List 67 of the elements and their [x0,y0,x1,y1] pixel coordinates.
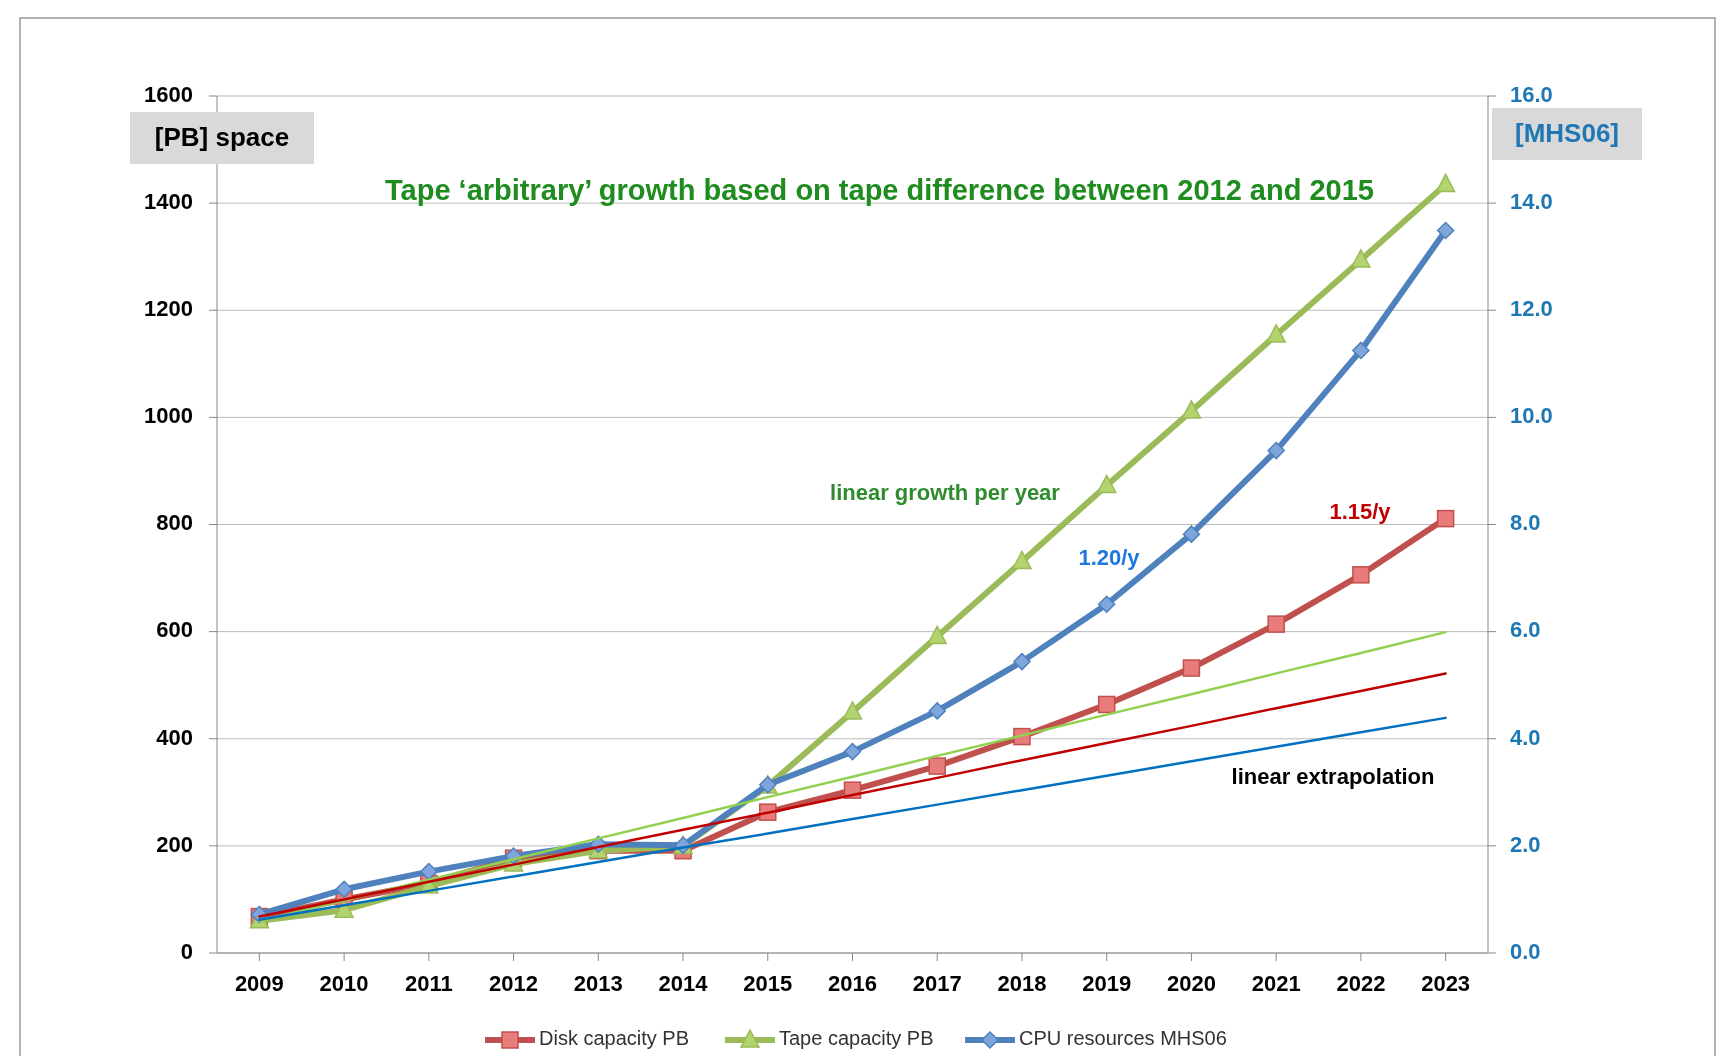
x-tick-label: 2019 [1082,971,1132,996]
text: Tape ‘arbitrary’ growth based on tape difference between 2012 and 2015 [384,173,1375,206]
y-tick-label: 1200 [144,296,193,322]
x-tick-label: 2021 [1251,971,1301,996]
point [1436,509,1455,528]
x-tick-label: 2010 [319,971,369,996]
y-tick-label: 400 [156,724,193,750]
y2-axis-title: [MHS06] [1514,117,1620,148]
point [928,702,946,720]
y2-tick-label: 8.0 [1510,510,1541,536]
point [1351,249,1371,268]
point [1013,652,1031,671]
legend-label: Tape capacity PB [779,1027,934,1050]
legend-label: Disk capacity PB [539,1027,690,1050]
point [843,742,862,761]
point [928,757,946,775]
y-tick-label: 1400 [144,188,193,214]
annotation: linear extrapolation [1231,763,1435,789]
y2-tick-label: 0.0 [1510,938,1541,964]
y-tick-label: 600 [156,617,193,643]
y-tick-label: 800 [156,510,193,536]
x-tick-label: 2012 [489,971,539,996]
point [420,862,438,881]
point [1436,221,1455,240]
x-tick-label: 2016 [828,971,877,996]
x-tick-label: 2022 [1336,971,1386,996]
y2-tick-label: 14.0 [1510,188,1553,214]
x-tick-label: 2011 [404,971,453,996]
point [1182,659,1201,677]
point [927,625,947,645]
annotation: linear growth per year [830,479,1061,505]
annotation: 1.20/y [1078,544,1141,570]
y2-tick-label: 2.0 [1510,831,1541,857]
y-axis-title: [PB] space [154,121,290,152]
y2-tick-label: 16.0 [1510,81,1553,107]
x-tick-label: 2014 [658,971,709,996]
x-tick-label: 2009 [234,971,284,996]
point [1181,400,1202,419]
point [1435,173,1456,193]
point [1097,695,1116,714]
x-tick-label: 2013 [573,971,623,996]
point [1267,615,1285,633]
y-tick-label: 200 [156,831,193,857]
y-tick-label: 1000 [144,403,193,429]
point [1267,441,1285,460]
x-tick-label: 2020 [1166,971,1216,996]
point [1012,550,1032,570]
x-tick-label: 2018 [997,971,1047,996]
annotation: 1.15/y [1329,498,1392,524]
point [1182,525,1201,543]
x-tick-label: 2023 [1421,971,1471,996]
y-tick-label: 1600 [144,81,193,107]
x-tick-label: 2015 [743,971,793,996]
point [335,880,353,899]
y-tick-label: 0 [180,938,193,964]
y2-tick-label: 6.0 [1510,617,1541,643]
point [1352,566,1370,584]
y2-tick-label: 4.0 [1510,724,1541,750]
point [1097,595,1116,614]
legend-label: CPU resources MHS06 [1019,1027,1227,1050]
point [1266,324,1286,343]
x-tick-label: 2017 [912,971,962,996]
y2-tick-label: 12.0 [1510,296,1553,322]
point [1096,474,1117,494]
y2-tick-label: 10.0 [1510,403,1553,429]
point [1352,341,1370,360]
point [842,701,863,720]
